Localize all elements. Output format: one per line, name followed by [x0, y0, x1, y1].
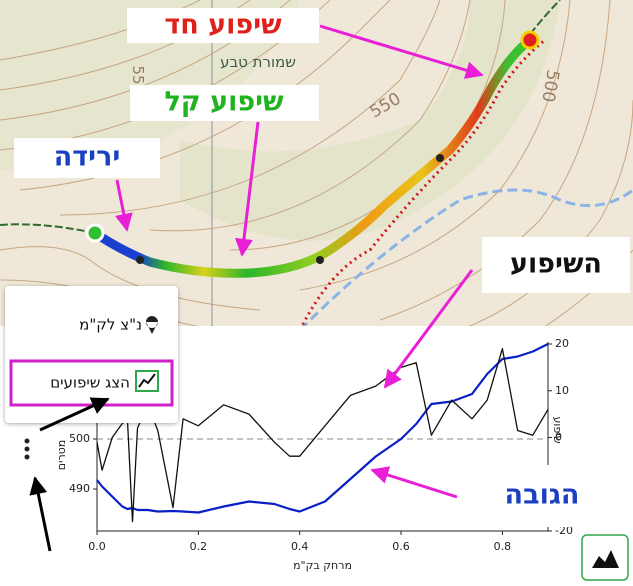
menu-item[interactable]: הצג שיפועים — [50, 374, 130, 392]
callout-box — [14, 138, 160, 178]
menu-panel — [5, 286, 178, 423]
terrain-shade — [180, 0, 560, 241]
profile-icon — [592, 550, 619, 568]
x-tick-label: 0.0 — [88, 540, 106, 553]
callout: שיפוע קל — [164, 87, 284, 118]
callout: השיפוע — [510, 249, 602, 280]
y2-tick-label: 20 — [555, 337, 569, 350]
arrows — [114, 24, 484, 499]
y-tick-label: 490 — [69, 482, 90, 495]
trail — [298, 38, 546, 331]
callout: הגובה — [505, 480, 580, 511]
callout-box — [130, 85, 319, 121]
y-axis-label: מטרים — [55, 440, 68, 471]
callout-box — [460, 465, 625, 527]
x-tick-label: 0.2 — [190, 540, 208, 553]
start-point[interactable] — [85, 223, 105, 243]
callout-box — [127, 8, 319, 43]
x-tick-label: 0.8 — [494, 540, 512, 553]
callouts: שיפוע חד שיפוע קל ירידה השיפוע הגובה — [14, 8, 630, 527]
y-tick-label: 500 — [69, 432, 90, 445]
y2-tick-label: -20 — [555, 524, 573, 537]
direction-arrows — [136, 154, 444, 264]
map-label: 55 — [129, 65, 147, 84]
trail — [0, 0, 561, 233]
more-button[interactable] — [24, 438, 30, 460]
y2-axis-label: שיפוע — [551, 416, 564, 443]
x-axis-label: מרחק בק"מ — [293, 559, 352, 572]
menu — [5, 286, 178, 423]
arrows — [29, 397, 110, 552]
pin-icon — [145, 316, 158, 334]
y2-tick-label: 10 — [555, 384, 569, 397]
callout: ירידה — [54, 142, 121, 173]
menu-item[interactable]: נ"צ לק"מ — [79, 316, 142, 334]
end-point[interactable] — [520, 30, 540, 50]
route — [90, 35, 535, 278]
x-tick-label: 0.4 — [291, 540, 309, 553]
chart-icon-line — [138, 373, 156, 388]
slope-line — [96, 348, 549, 523]
stream — [298, 188, 633, 332]
callout: שיפוע חד — [164, 10, 282, 41]
callout-box — [482, 237, 630, 293]
x-tick-label: 0.6 — [392, 540, 410, 553]
map-label: שמורת טבע — [220, 53, 296, 71]
profile-toggle[interactable] — [581, 534, 629, 581]
y2-tick-label: 0 — [555, 431, 562, 444]
